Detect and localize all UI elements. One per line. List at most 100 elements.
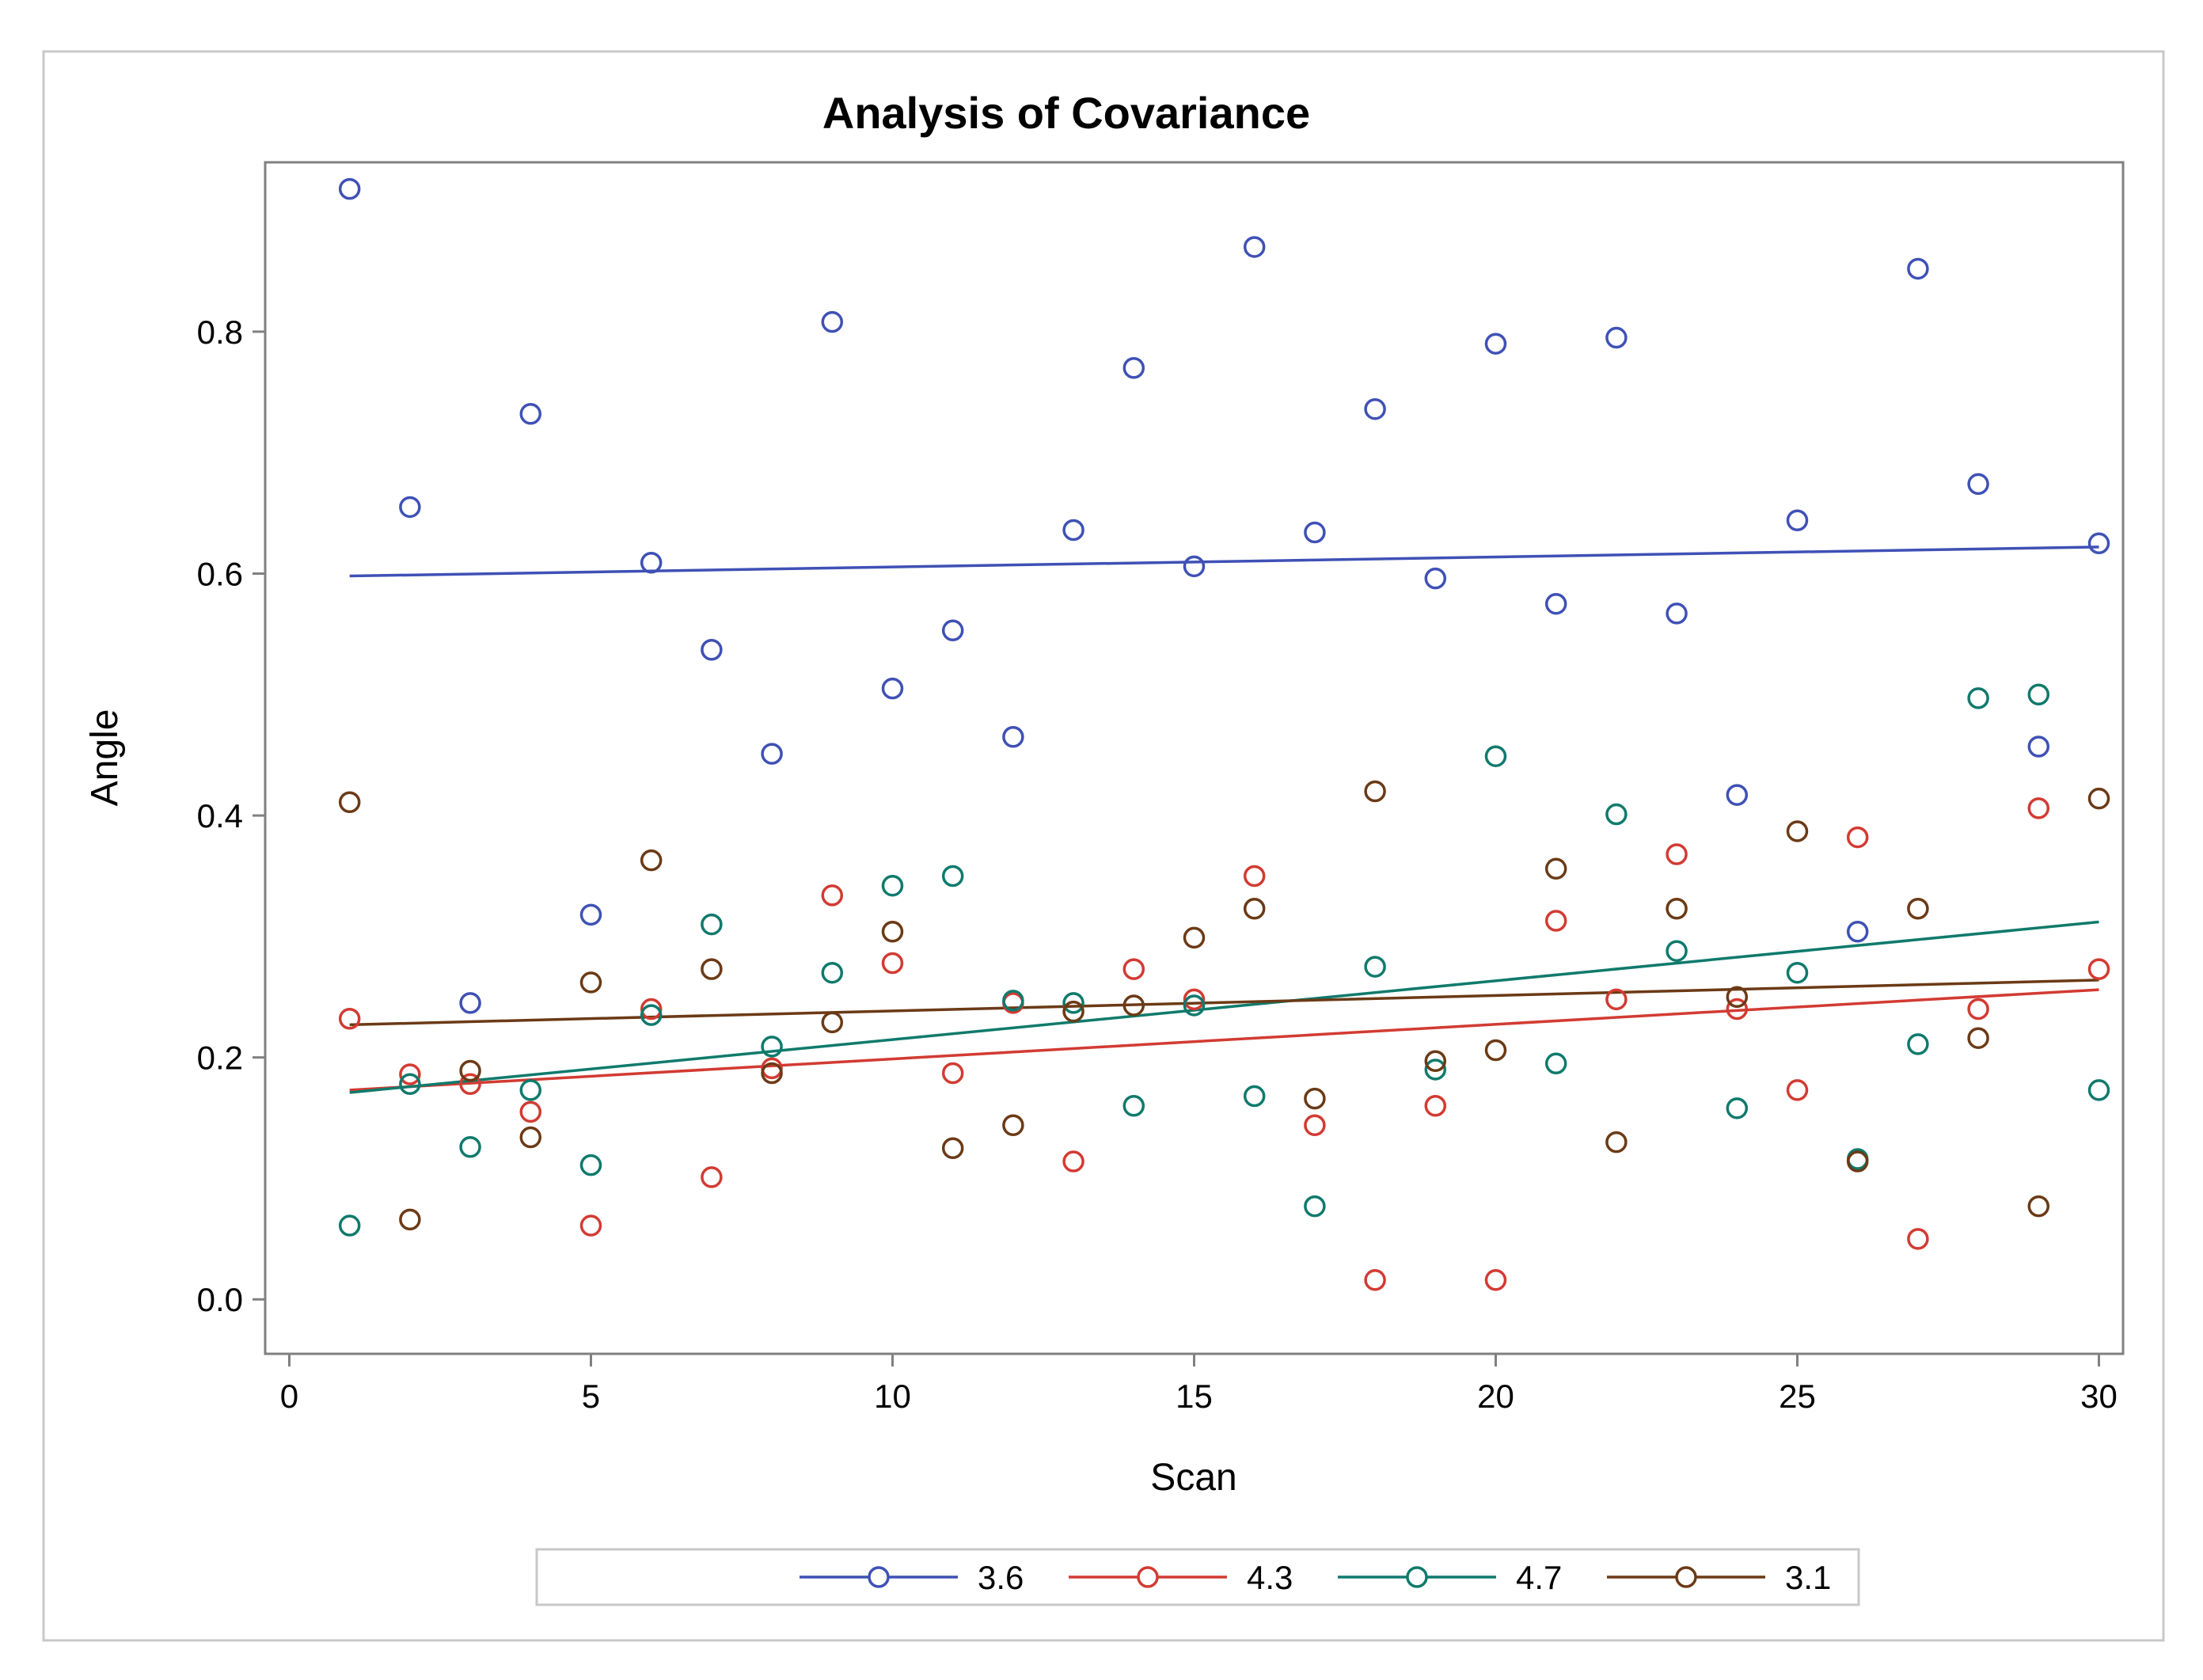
x-tick-label: 5 (582, 1378, 600, 1415)
data-point-series-2 (1424, 1059, 1447, 1081)
data-point-series-2 (1304, 1195, 1326, 1218)
fit-line-series-0 (349, 545, 2099, 578)
data-point-series-1 (941, 1062, 964, 1085)
data-point-series-1 (1907, 1228, 1929, 1250)
data-point-series-3 (519, 1126, 542, 1149)
x-axis-label: Scan (1150, 1457, 1236, 1499)
y-tick-label: 0.4 (197, 797, 243, 834)
data-point-series-0 (1062, 519, 1084, 542)
data-point-series-1 (338, 1008, 361, 1030)
data-point-series-2 (519, 1079, 542, 1101)
data-point-series-3 (1544, 857, 1567, 880)
data-point-series-2 (338, 1214, 361, 1237)
legend-marker-1 (1137, 1566, 1159, 1588)
data-point-series-3 (1183, 926, 1206, 949)
legend-marker-3 (1675, 1566, 1697, 1588)
data-point-series-2 (1122, 1095, 1145, 1117)
data-point-series-3 (579, 971, 602, 994)
data-point-series-3 (701, 958, 723, 980)
data-point-series-0 (338, 177, 361, 200)
data-point-series-1 (2027, 797, 2050, 819)
data-point-series-0 (881, 677, 904, 700)
plot-area (264, 161, 2125, 1355)
data-point-series-1 (399, 1063, 421, 1085)
data-point-series-0 (1786, 509, 1809, 532)
data-point-series-0 (1122, 356, 1145, 379)
y-tick-label: 0.8 (197, 314, 243, 351)
data-point-series-1 (1424, 1095, 1447, 1117)
data-point-series-2 (1002, 990, 1024, 1012)
data-point-series-1 (1364, 1269, 1386, 1291)
data-point-series-3 (1062, 1000, 1084, 1023)
data-point-series-1 (579, 1214, 602, 1237)
data-point-series-1 (1967, 998, 1989, 1021)
data-point-series-1 (519, 1100, 542, 1123)
data-point-series-1 (821, 884, 844, 907)
data-point-series-3 (1002, 1114, 1024, 1136)
data-point-series-3 (1846, 1150, 1869, 1173)
data-point-series-2 (2087, 1079, 2110, 1101)
data-point-series-2 (1062, 992, 1084, 1014)
data-point-series-0 (1967, 473, 1989, 496)
x-tick-label: 25 (1779, 1378, 1816, 1415)
data-point-series-3 (881, 921, 904, 943)
data-point-series-1 (1846, 826, 1869, 849)
data-point-series-1 (1062, 1150, 1084, 1173)
data-points (338, 177, 2110, 1291)
data-point-series-0 (2087, 532, 2110, 555)
data-point-series-2 (1666, 940, 1688, 962)
y-tick-label: 0.6 (197, 555, 243, 592)
data-point-series-1 (701, 1166, 723, 1188)
data-point-series-0 (701, 639, 723, 661)
data-point-series-2 (579, 1154, 602, 1176)
legend-label-1: 4.3 (1247, 1559, 1293, 1596)
y-tick-label: 0.2 (197, 1040, 243, 1077)
data-point-series-1 (1605, 988, 1628, 1011)
x-tick-label: 10 (874, 1378, 911, 1415)
data-point-series-2 (701, 913, 723, 936)
data-point-series-2 (1605, 803, 1628, 826)
data-point-series-0 (1726, 784, 1749, 806)
data-point-series-0 (1605, 326, 1628, 349)
x-tick-label: 30 (2080, 1378, 2118, 1415)
data-point-series-2 (1967, 687, 1989, 709)
data-point-series-1 (1666, 843, 1688, 865)
data-point-series-2 (2027, 683, 2050, 706)
y-tick-label: 0.0 (197, 1281, 243, 1318)
data-point-series-0 (1243, 236, 1266, 258)
data-point-series-2 (941, 865, 964, 888)
data-point-series-2 (1786, 961, 1809, 984)
data-point-series-3 (941, 1137, 964, 1160)
data-point-series-3 (761, 1062, 783, 1085)
data-point-series-0 (1846, 921, 1869, 943)
data-point-series-3 (821, 1011, 844, 1034)
data-point-series-1 (1304, 1114, 1326, 1136)
data-point-series-1 (2087, 958, 2110, 980)
data-point-series-3 (1786, 820, 1809, 842)
data-point-series-1 (1786, 1079, 1809, 1101)
data-point-series-2 (1907, 1033, 1929, 1055)
data-point-series-2 (821, 961, 844, 984)
legend-marker-2 (1406, 1566, 1428, 1588)
legend-label-0: 3.6 (978, 1559, 1024, 1596)
data-point-series-1 (1183, 988, 1206, 1011)
data-point-series-0 (821, 310, 844, 333)
data-point-series-1 (459, 1073, 481, 1096)
data-point-series-1 (881, 952, 904, 975)
data-point-series-3 (1122, 994, 1145, 1017)
data-point-series-3 (338, 791, 361, 814)
data-point-series-3 (1243, 897, 1266, 920)
legend-label-2: 4.7 (1516, 1559, 1562, 1596)
legend-marker-0 (868, 1566, 890, 1588)
data-point-series-0 (941, 619, 964, 642)
data-point-series-0 (519, 403, 542, 425)
data-point-series-1 (1243, 865, 1266, 888)
data-point-series-2 (1484, 745, 1507, 767)
data-point-series-0 (1666, 602, 1688, 625)
data-point-series-0 (1907, 257, 1929, 280)
data-point-series-0 (1304, 521, 1326, 544)
data-point-series-2 (1183, 994, 1206, 1017)
x-tick-label: 15 (1176, 1378, 1213, 1415)
data-point-series-2 (1544, 1052, 1567, 1075)
